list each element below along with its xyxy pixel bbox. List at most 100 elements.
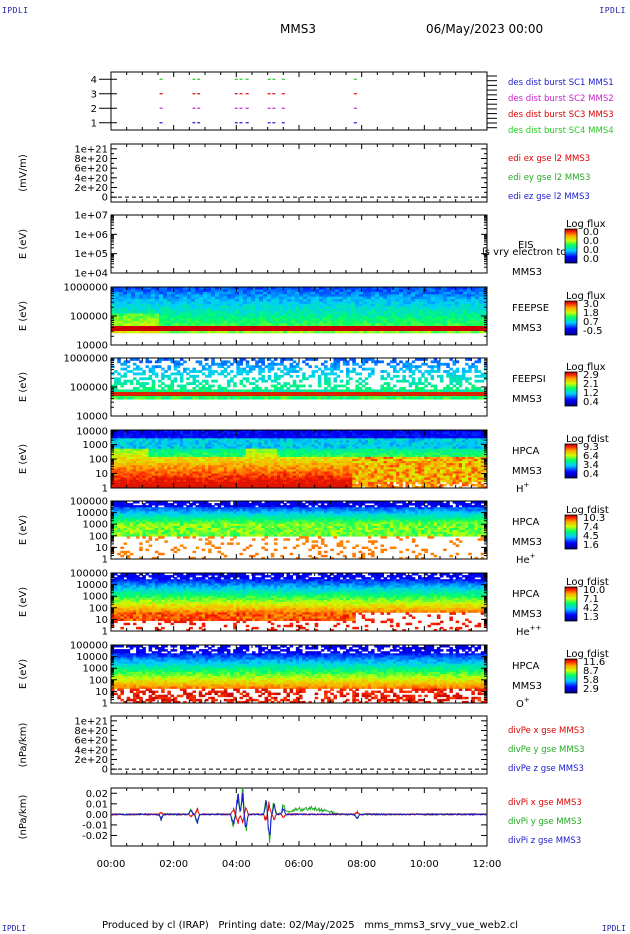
hpca_h-colorbar-tick: 3.4 xyxy=(583,460,599,471)
y-tick-label: -0.01 xyxy=(82,820,108,831)
y-tick-label: 1 xyxy=(102,484,108,495)
y-tick-label: 1000 xyxy=(83,592,108,603)
footer-left-tag: IPDLI xyxy=(2,924,27,933)
hpca_h-colorbar-tick: 6.4 xyxy=(583,451,599,462)
y-tick-label: 1000000 xyxy=(63,283,108,294)
time-tick-label: 12:00 xyxy=(473,859,502,870)
feepsi-spacecraft-label: MMS3 xyxy=(512,394,542,405)
y-tick-label: 100000 xyxy=(70,569,108,580)
eis-colorbar-tick: 0.0 xyxy=(583,227,599,238)
y-tick-label: 1 xyxy=(102,555,108,566)
y-tick-label: 10 xyxy=(95,615,108,626)
eis-colorbar xyxy=(564,228,578,264)
eis-colorbar-title: Log flux xyxy=(566,219,606,230)
spacecraft-title: MMS3 xyxy=(280,22,316,36)
y-tick-label: 1e+21 xyxy=(74,716,108,727)
hpca_hepp-colorbar-tick: 4.2 xyxy=(583,603,599,614)
feepsi-colorbar-tick: 0.4 xyxy=(583,397,599,408)
time-tick-label: 04:00 xyxy=(222,859,251,870)
hpca_o-instrument-label: HPCA xyxy=(512,661,540,672)
divpi-legend-entry: divPi x gse MMS3 xyxy=(508,798,582,808)
hpca_he-colorbar-title: Log fdist xyxy=(566,505,609,516)
header-left-tag: IPDLI xyxy=(2,6,29,15)
feepse-colorbar-title: Log flux xyxy=(566,291,606,302)
y-tick-label: 2e+20 xyxy=(74,183,108,194)
hpca_hepp-colorbar xyxy=(564,586,578,622)
y-axis-label: E (eV) xyxy=(18,515,29,545)
header-right-tag: IPDLI xyxy=(599,6,626,15)
y-tick-label: 1e+21 xyxy=(74,144,108,155)
eis-panel: 1e+07 1e+06 1e+05 1e+04 E (eV) EIS MMS3 ls vry … xyxy=(18,211,606,280)
y-tick-label: 6e+20 xyxy=(74,736,108,747)
y-tick-label: 1000000 xyxy=(63,354,108,365)
hpca_hepp-spectrogram xyxy=(111,573,487,631)
hpca_he-instrument-label: HPCA xyxy=(512,517,540,528)
y-axis-label: E (eV) xyxy=(18,229,29,259)
hpca_hepp-spacecraft-label: MMS3 xyxy=(512,609,542,620)
y-tick-label: 10000 xyxy=(76,412,108,423)
eis-overlay-text: ls vry electron to xyxy=(482,247,566,258)
hpca_he-colorbar-tick: 7.4 xyxy=(583,522,599,533)
time-tick-label: 08:00 xyxy=(347,859,376,870)
y-tick-label: 1 xyxy=(91,118,97,129)
burst-panel-frame xyxy=(110,71,488,131)
y-tick-label: 1e+06 xyxy=(74,230,108,241)
feepse-colorbar-tick: 3.0 xyxy=(583,299,599,310)
feepsi-colorbar-tick: 1.2 xyxy=(583,388,599,399)
divpi-series-line xyxy=(111,801,487,825)
y-tick-label: 10000 xyxy=(76,427,108,438)
divpe-legend-entry: divPe y gse MMS3 xyxy=(508,745,585,755)
time-tick-label: 00:00 xyxy=(97,859,126,870)
y-tick-label: 0.02 xyxy=(86,789,108,800)
y-tick-label: 1e+05 xyxy=(74,249,108,260)
edi-legend-entry: edi ey gse l2 MMS3 xyxy=(508,173,590,183)
y-tick-label: 0.00 xyxy=(86,810,108,821)
eis-colorbar-tick: 0.0 xyxy=(583,245,599,256)
divpi-legend-entry: divPi y gse MMS3 xyxy=(508,817,582,827)
hpca_hepp-ion-label: He++ xyxy=(516,624,542,638)
hpca_o-colorbar-tick: 5.8 xyxy=(583,675,599,686)
y-tick-label: 100 xyxy=(89,675,108,686)
time-tick-label: 10:00 xyxy=(410,859,439,870)
y-tick-label: 10000 xyxy=(76,508,108,519)
y-tick-label: 4e+20 xyxy=(74,173,108,184)
y-axis-label: E (eV) xyxy=(18,444,29,474)
y-tick-label: 3 xyxy=(91,89,97,100)
y-tick-label: 100 xyxy=(89,531,108,542)
divpi-legend-entry: divPi z gse MMS3 xyxy=(508,836,581,846)
feepsi-baseline-band xyxy=(111,392,487,396)
burst-legend-entry: des dist burst SC3 MMS3 xyxy=(508,110,614,120)
hpca_o-colorbar-tick: 11.6 xyxy=(583,657,605,668)
time-tick-label: 02:00 xyxy=(159,859,188,870)
hpca_he-spacecraft-label: MMS3 xyxy=(512,537,542,548)
hpca_o-ion-label: O+ xyxy=(516,696,530,710)
burst-legend-entry: des dist burst SC1 MMS1 xyxy=(508,78,614,88)
y-tick-label: 0 xyxy=(102,765,108,776)
y-tick-label: 100000 xyxy=(70,641,108,652)
feepse-baseline-band xyxy=(111,326,487,331)
y-tick-label: 100000 xyxy=(70,383,108,394)
feepsi-colorbar-tick: 2.9 xyxy=(583,370,599,381)
hpca_o-spectrogram xyxy=(111,645,487,703)
eis-colorbar-tick: 0.0 xyxy=(583,254,599,265)
divpe-panel-frame xyxy=(110,715,488,775)
hpca_o-colorbar-tick: 2.9 xyxy=(583,684,599,695)
y-axis-label: (nPa/km) xyxy=(18,723,29,768)
feepsi-spectrogram xyxy=(111,358,487,400)
y-tick-label: 100000 xyxy=(70,312,108,323)
y-axis-label: (nPa/km) xyxy=(18,795,29,840)
hpca_hepp-colorbar-tick: 1.3 xyxy=(583,612,599,623)
y-tick-label: 0.01 xyxy=(86,799,108,810)
feepse-instrument-label: FEEPSE xyxy=(512,303,549,314)
y-tick-label: 2 xyxy=(91,104,97,115)
y-tick-label: 1000 xyxy=(83,520,108,531)
y-tick-label: 100000 xyxy=(70,497,108,508)
y-axis-label: E (eV) xyxy=(18,372,29,402)
hpca_he-colorbar-tick: 1.6 xyxy=(583,540,599,551)
y-tick-label: 1 xyxy=(102,699,108,710)
y-tick-label: 100 xyxy=(89,455,108,466)
